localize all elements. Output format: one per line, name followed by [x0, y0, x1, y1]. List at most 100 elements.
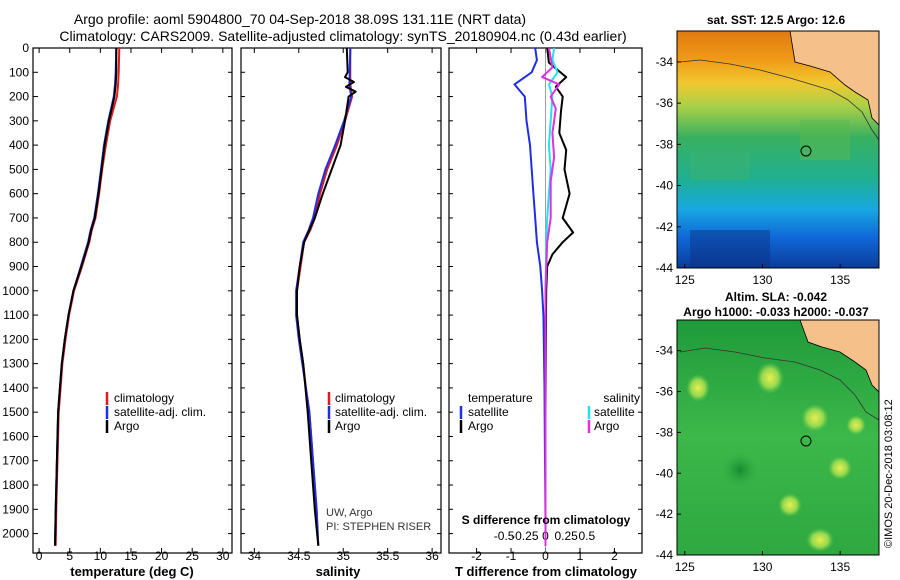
x-tick-label: 35.5 — [376, 549, 400, 563]
s-diff-tick-label: 0.25 — [554, 529, 578, 543]
series-line-temperature-satellite — [513, 48, 547, 546]
y-tick-label: 1400 — [2, 381, 29, 395]
x-tick-label: 25 — [186, 549, 200, 563]
x-tick-label: 0 — [36, 549, 43, 563]
salinity-legend: climatology satellite-adj. clim. Argo — [327, 391, 427, 433]
map-y-tick-label: -36 — [656, 385, 674, 399]
map-x-tick-label: 125 — [675, 273, 695, 287]
y-tick-label: 1000 — [2, 284, 29, 298]
legend-temperature-title: temperature — [468, 391, 533, 405]
float-marker — [800, 435, 812, 447]
y-tick-label: 600 — [9, 187, 29, 201]
shelf-contour — [679, 347, 879, 421]
salinity-panel — [240, 47, 442, 554]
shelf-contour — [679, 59, 879, 141]
depth-axis: 0 100 200 300 400 500 600 700 800 900 1000 1100 1200… — [2, 41, 38, 541]
s-difference-axis: -0.5-0.25 0 0.25 0.5 — [494, 529, 596, 543]
map-y-tick-label: -34 — [656, 55, 674, 69]
series-line-argo — [54, 48, 118, 546]
x-tick-label: 30 — [216, 549, 230, 563]
legend-satellite: satellite-adj. clim. — [114, 405, 206, 419]
x-tick-label: 5 — [66, 549, 73, 563]
float-marker — [800, 145, 812, 157]
sla-map-title: Altim. SLA: -0.042 — [725, 290, 827, 304]
y-tick-label: 1900 — [2, 502, 29, 516]
difference-xlabel: T difference from climatology — [455, 564, 638, 579]
series-line-argo — [296, 48, 357, 546]
map-y-tick-label: -40 — [656, 466, 674, 480]
y-tick-label: 1600 — [2, 429, 29, 443]
s-difference-label: S difference from climatology — [462, 513, 631, 527]
temperature-series — [54, 48, 121, 546]
map-x-tick-label: 130 — [752, 560, 772, 574]
x-tick-label: -2 — [471, 549, 482, 563]
map-y-tick-label: -40 — [656, 179, 674, 193]
y-tick-label: 1500 — [2, 405, 29, 419]
salinity-xlabel: salinity — [316, 564, 362, 579]
temperature-xlabel: temperature (deg C) — [70, 564, 194, 579]
header-line2: Climatology: CARS2009. Satellite-adjuste… — [59, 28, 626, 44]
series-line-salinity-argo — [541, 48, 561, 546]
map-y-tick-label: -36 — [656, 96, 674, 110]
sst-map-title: sat. SST: 12.5 Argo: 12.6 — [707, 13, 846, 27]
x-tick-label: 35 — [337, 549, 351, 563]
y-tick-label: 0 — [22, 41, 29, 55]
map-y-tick-label: -34 — [656, 344, 674, 358]
header-line1: Argo profile: aoml 5904800_70 04-Sep-201… — [74, 11, 526, 27]
series-line-salinity-satellite — [544, 48, 559, 546]
map-y-tick-label: -44 — [656, 548, 674, 562]
y-tick-label: 400 — [9, 138, 29, 152]
y-tick-label: 2000 — [2, 527, 29, 541]
legend-satellite: satellite-adj. clim. — [335, 405, 427, 419]
sla-map-axes: 125 130 135 -34 -36 -38 -40 -42 -44 — [656, 344, 851, 574]
s-diff-tick-label: 0.5 — [579, 529, 596, 543]
temperature-x-axis: 0 5 10 15 20 25 30 — [36, 47, 232, 563]
y-tick-label: 1300 — [2, 357, 29, 371]
sst-map-axes: 125 130 135 -34 -36 -38 -40 -42 -44 — [656, 55, 851, 287]
y-tick-label: 800 — [9, 235, 29, 249]
series-line-climatology — [54, 48, 121, 546]
x-tick-label: 15 — [124, 549, 138, 563]
difference-series — [513, 48, 575, 546]
x-tick-label: 2 — [611, 549, 618, 563]
legend-t-satellite: satellite — [468, 405, 509, 419]
salinity-x-axis: 34 34.5 35 35.5 36 — [241, 47, 441, 563]
map-x-tick-label: 130 — [752, 273, 772, 287]
map-y-tick-label: -38 — [656, 425, 674, 439]
legend-argo: Argo — [114, 419, 140, 433]
x-tick-label: 34.5 — [287, 549, 311, 563]
series-line-satellite-adj-clim- — [54, 48, 118, 546]
pi-annotation-line1: UW, Argo — [326, 507, 372, 519]
y-tick-label: 1800 — [2, 478, 29, 492]
legend-s-satellite: satellite — [594, 405, 635, 419]
s-diff-tick-label: -0.25 — [511, 529, 539, 543]
salinity-series — [295, 48, 357, 546]
temperature-panel — [32, 47, 233, 554]
difference-x-axis: -2 -1 0 1 2 — [449, 47, 642, 563]
y-tick-label: 100 — [9, 65, 29, 79]
legend-argo: Argo — [335, 419, 361, 433]
map-y-tick-label: -44 — [656, 261, 674, 275]
sla-map — [677, 320, 879, 555]
y-tick-label: 300 — [9, 114, 29, 128]
map-x-tick-label: 125 — [675, 560, 695, 574]
y-tick-label: 1200 — [2, 332, 29, 346]
land — [799, 320, 879, 393]
legend-t-argo: Argo — [468, 419, 494, 433]
legend-climatology: climatology — [114, 391, 174, 405]
sla-map-subtitle: Argo h1000: -0.033 h2000: -0.037 — [683, 305, 869, 319]
y-tick-label: 1100 — [3, 308, 29, 322]
map-y-tick-label: -38 — [656, 137, 674, 151]
map-y-tick-label: -42 — [656, 220, 674, 234]
y-tick-label: 500 — [9, 162, 29, 176]
y-tick-label: 700 — [9, 211, 29, 225]
x-tick-label: 0 — [542, 549, 549, 563]
series-line-satellite-adj-clim- — [295, 48, 353, 546]
legend-s-argo: Argo — [594, 419, 620, 433]
x-tick-label: 20 — [155, 549, 169, 563]
legend-climatology: climatology — [335, 391, 395, 405]
s-diff-tick-label: -0.5 — [494, 529, 515, 543]
y-tick-label: 200 — [9, 90, 29, 104]
